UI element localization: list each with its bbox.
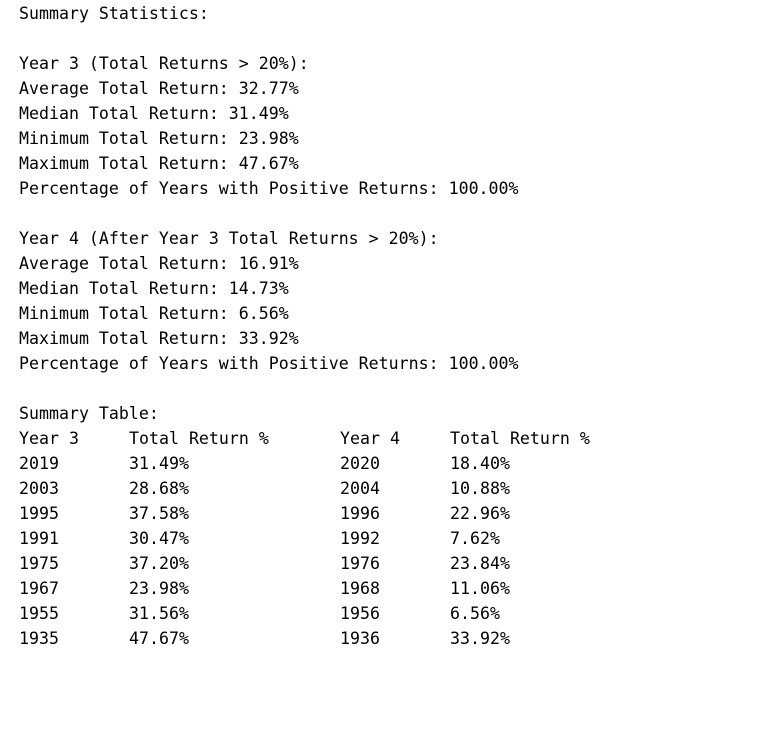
summary-table: Summary Table: Year 3 Total Return % Yea… [19, 401, 759, 651]
year4-positive-percentage: Percentage of Years with Positive Return… [19, 354, 519, 373]
year4-minimum-total-return: Minimum Total Return: 6.56% [19, 304, 289, 323]
summary-table-body: 2019 31.49% 2020 18.40% 2003 28.68% 2004 10.88%… [19, 451, 759, 651]
year3-cell: 1955 [19, 604, 59, 623]
header-year4: Year 4 [340, 429, 400, 448]
year3-return-cell: 23.98% [129, 579, 189, 598]
year4-cell: 1996 [340, 504, 380, 523]
table-row: 1967 23.98% 1968 11.06% [19, 576, 759, 601]
year3-cell: 1935 [19, 629, 59, 648]
table-row: 1935 47.67% 1936 33.92% [19, 626, 759, 651]
header-year4-total-return: Total Return % [450, 429, 590, 448]
table-row: 2019 31.49% 2020 18.40% [19, 451, 759, 476]
year4-section: Year 4 (After Year 3 Total Returns > 20%… [19, 226, 759, 376]
year4-cell: 2004 [340, 479, 380, 498]
year4-cell: 1992 [340, 529, 380, 548]
year3-return-cell: 37.20% [129, 554, 189, 573]
year4-return-cell: 11.06% [450, 579, 510, 598]
blank-line [19, 26, 759, 51]
header-year3-total-return: Total Return % [129, 429, 269, 448]
table-row: 1995 37.58% 1996 22.96% [19, 501, 759, 526]
blank-line [19, 201, 759, 226]
year4-return-cell: 6.56% [450, 604, 500, 623]
year4-return-cell: 7.62% [450, 529, 500, 548]
year4-cell: 1968 [340, 579, 380, 598]
summary-statistics-title: Summary Statistics: [19, 4, 209, 23]
year3-cell: 2019 [19, 454, 59, 473]
year3-cell: 1975 [19, 554, 59, 573]
year4-return-cell: 10.88% [450, 479, 510, 498]
year3-minimum-total-return: Minimum Total Return: 23.98% [19, 129, 299, 148]
year3-return-cell: 47.67% [129, 629, 189, 648]
year3-median-total-return: Median Total Return: 31.49% [19, 104, 289, 123]
summary-table-header-row: Year 3 Total Return % Year 4 Total Retur… [19, 426, 759, 451]
year4-cell: 1936 [340, 629, 380, 648]
year4-heading: Year 4 (After Year 3 Total Returns > 20%… [19, 229, 439, 248]
year3-return-cell: 31.56% [129, 604, 189, 623]
year4-return-cell: 18.40% [450, 454, 510, 473]
year3-cell: 1995 [19, 504, 59, 523]
table-row: 2003 28.68% 2004 10.88% [19, 476, 759, 501]
console-output: Summary Statistics: Year 3 (Total Return… [19, 1, 759, 651]
table-row: 1975 37.20% 1976 23.84% [19, 551, 759, 576]
year3-maximum-total-return: Maximum Total Return: 47.67% [19, 154, 299, 173]
summary-table-title: Summary Table: [19, 404, 159, 423]
year4-return-cell: 23.84% [450, 554, 510, 573]
year3-return-cell: 28.68% [129, 479, 189, 498]
year3-section: Year 3 (Total Returns > 20%): Average To… [19, 51, 759, 201]
year4-cell: 1976 [340, 554, 380, 573]
year3-positive-percentage: Percentage of Years with Positive Return… [19, 179, 519, 198]
year4-maximum-total-return: Maximum Total Return: 33.92% [19, 329, 299, 348]
year3-average-total-return: Average Total Return: 32.77% [19, 79, 299, 98]
year3-return-cell: 31.49% [129, 454, 189, 473]
year4-average-total-return: Average Total Return: 16.91% [19, 254, 299, 273]
year4-cell: 1956 [340, 604, 380, 623]
year4-cell: 2020 [340, 454, 380, 473]
year3-heading: Year 3 (Total Returns > 20%): [19, 54, 309, 73]
year3-return-cell: 37.58% [129, 504, 189, 523]
year4-median-total-return: Median Total Return: 14.73% [19, 279, 289, 298]
blank-line [19, 376, 759, 401]
year4-return-cell: 33.92% [450, 629, 510, 648]
year4-return-cell: 22.96% [450, 504, 510, 523]
table-row: 1991 30.47% 1992 7.62% [19, 526, 759, 551]
year3-cell: 1967 [19, 579, 59, 598]
year3-cell: 2003 [19, 479, 59, 498]
header-year3: Year 3 [19, 429, 79, 448]
year3-cell: 1991 [19, 529, 59, 548]
year3-return-cell: 30.47% [129, 529, 189, 548]
table-row: 1955 31.56% 1956 6.56% [19, 601, 759, 626]
